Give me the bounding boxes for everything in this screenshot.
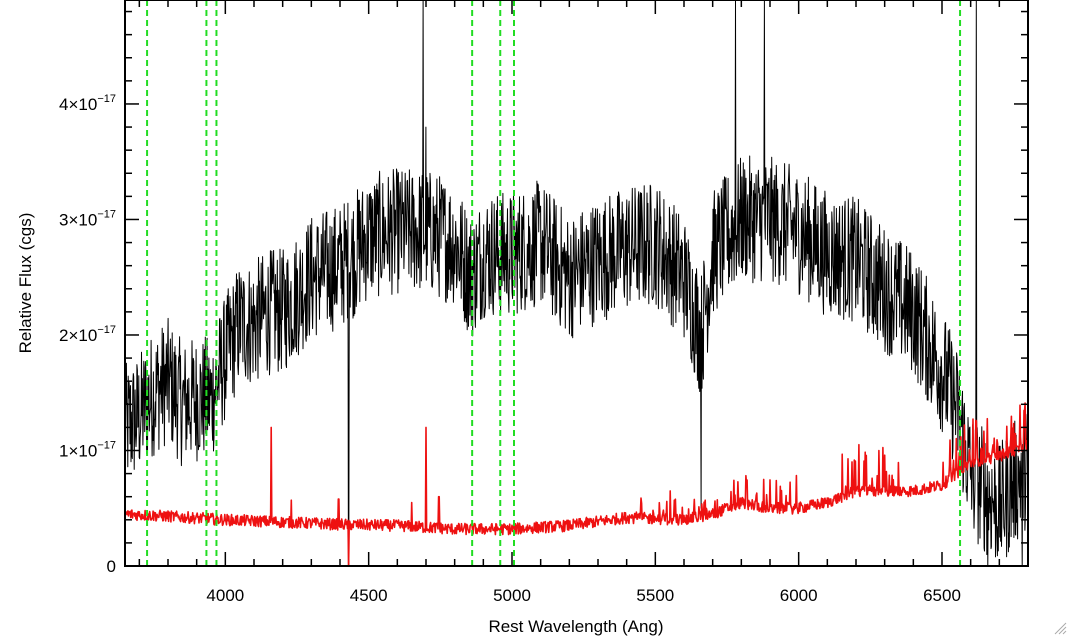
emission-line-markers xyxy=(146,0,962,566)
y-tick-label: 1×10−17 xyxy=(59,439,116,460)
y-tick-exponent: −17 xyxy=(97,324,116,336)
y-tick-mantissa: 1×10 xyxy=(59,441,97,460)
y-tick-mantissa: 3×10 xyxy=(59,210,97,229)
x-tick-labels: 4000 4500 5000 5500 6000 6500 xyxy=(206,586,960,605)
x-axis-title: Rest Wavelength (Ang) xyxy=(488,617,663,636)
y-tick-label: 3×10−17 xyxy=(59,208,116,229)
axes xyxy=(124,0,1029,567)
y-tick-labels: 01×10−172×10−173×10−174×10−17 xyxy=(59,93,116,576)
x-tick-label: 5000 xyxy=(493,586,531,605)
series-layer xyxy=(125,0,1028,566)
y-axis-title: Relative Flux (cgs) xyxy=(16,213,35,354)
x-tick-label: 5500 xyxy=(636,586,674,605)
y-tick-mantissa: 0 xyxy=(107,557,116,576)
y-tick-exponent: −17 xyxy=(97,93,116,105)
x-tick-label: 6000 xyxy=(780,586,818,605)
y-tick-mantissa: 2×10 xyxy=(59,326,97,345)
x-tick-label: 6500 xyxy=(923,586,961,605)
resize-grip-icon[interactable] xyxy=(1053,621,1067,635)
y-tick-mantissa: 4×10 xyxy=(59,95,97,114)
y-tick-label: 4×10−17 xyxy=(59,93,116,114)
y-tick-label: 2×10−17 xyxy=(59,324,116,345)
y-tick-label: 0 xyxy=(107,557,116,576)
y-tick-exponent: −17 xyxy=(97,208,116,220)
series-line-1 xyxy=(125,0,1028,566)
y-tick-exponent: −17 xyxy=(97,439,116,451)
plot-frame xyxy=(124,0,1029,567)
x-tick-label: 4000 xyxy=(206,586,244,605)
series-line-2 xyxy=(125,402,1028,566)
x-tick-label: 4500 xyxy=(350,586,388,605)
